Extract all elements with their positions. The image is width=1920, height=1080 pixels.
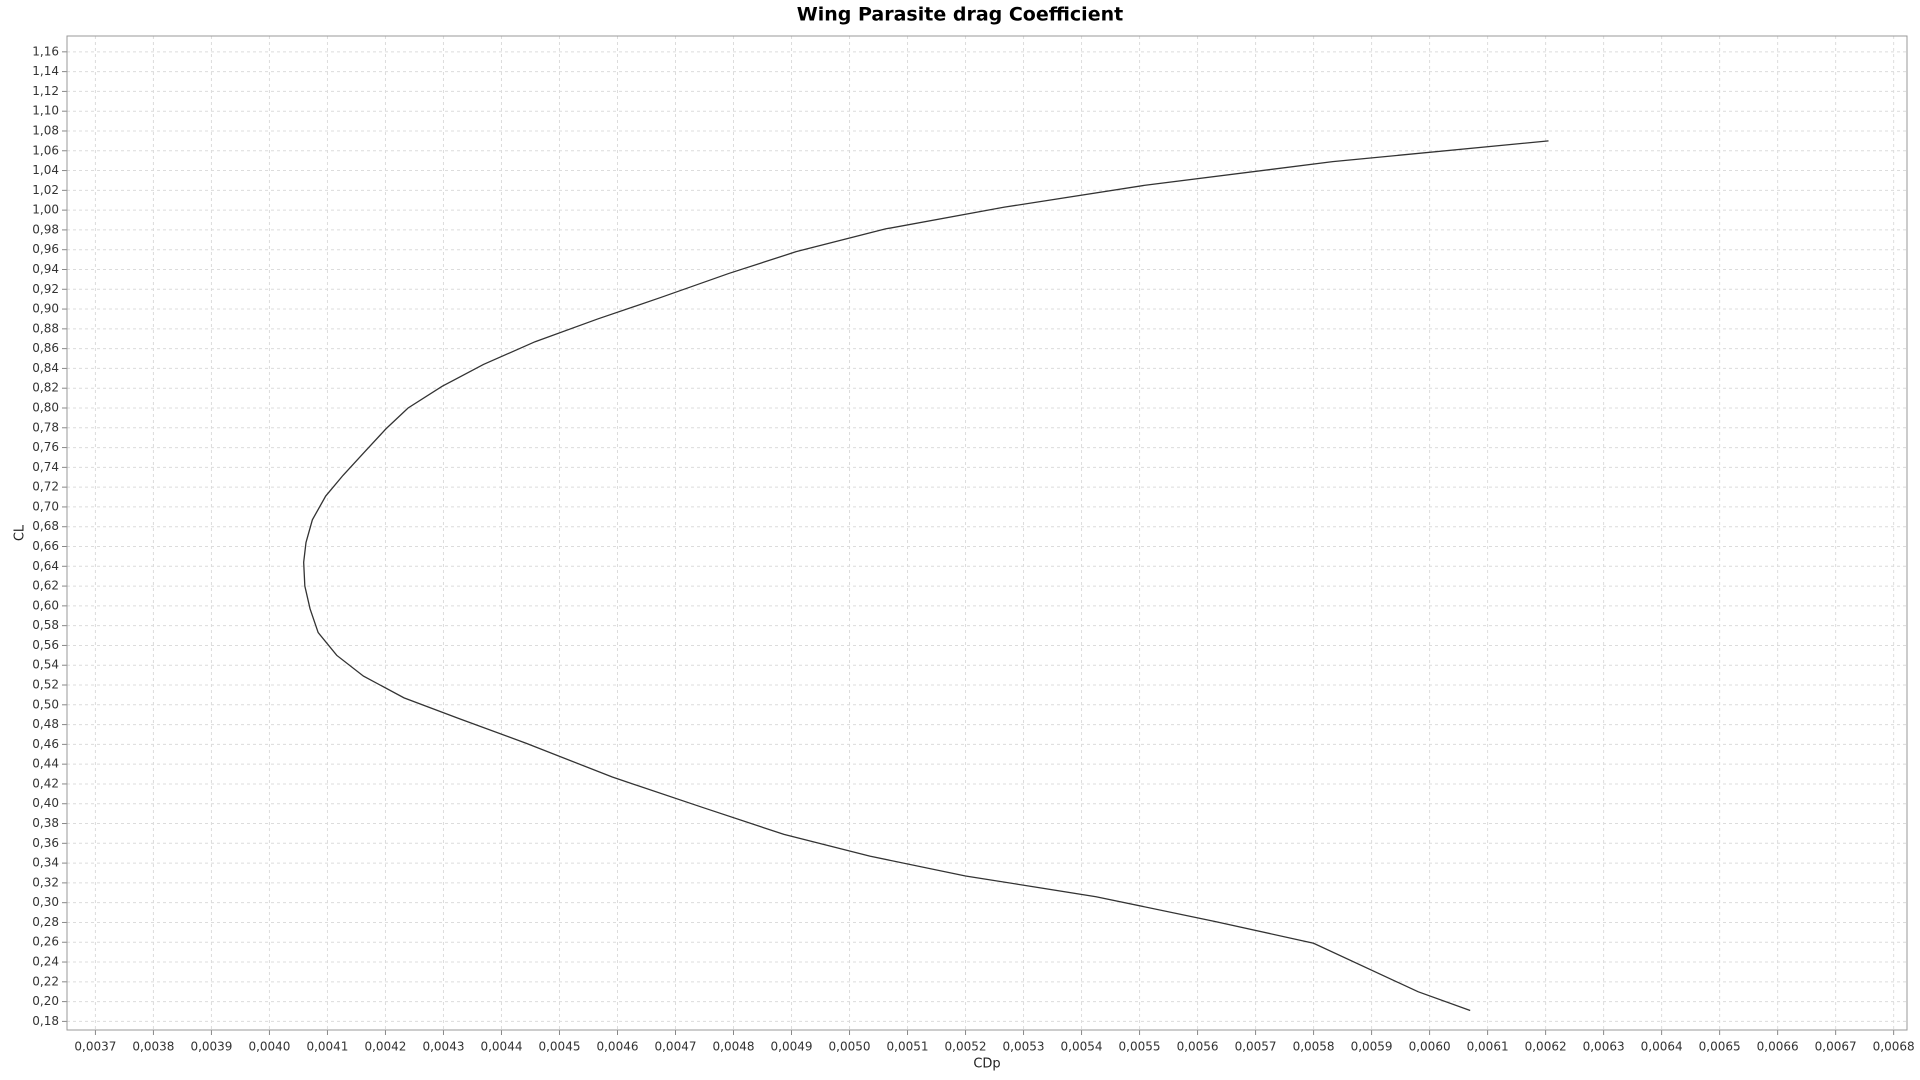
y-tick-label: 0,72: [32, 480, 59, 494]
x-tick-label: 0,0063: [1583, 1040, 1625, 1054]
x-tick-label: 0,0059: [1351, 1040, 1393, 1054]
y-tick-label: 0,38: [32, 816, 59, 830]
x-tick-label: 0,0060: [1409, 1040, 1451, 1054]
x-tick-label: 0,0043: [422, 1040, 464, 1054]
y-tick-label: 0,18: [32, 1014, 59, 1028]
y-tick-label: 0,76: [32, 440, 59, 454]
y-tick-label: 1,04: [32, 163, 59, 177]
x-tick-label: 0,0052: [945, 1040, 987, 1054]
x-tick-label: 0,0047: [654, 1040, 696, 1054]
y-tick-label: 0,26: [32, 935, 59, 949]
y-tick-label: 0,50: [32, 697, 59, 711]
y-tick-label: 0,20: [32, 994, 59, 1008]
y-tick-label: 0,96: [32, 242, 59, 256]
plot-area: [66, 35, 1908, 1031]
y-tick-label: 0,52: [32, 678, 59, 692]
y-tick-label: 0,90: [32, 302, 59, 316]
y-tick-label: 0,88: [32, 321, 59, 335]
y-tick-label: 0,94: [32, 262, 59, 276]
y-tick-label: 0,54: [32, 658, 59, 672]
x-tick-label: 0,0064: [1641, 1040, 1683, 1054]
y-tick-label: 0,30: [32, 895, 59, 909]
y-tick-label: 0,92: [32, 282, 59, 296]
y-tick-label: 0,34: [32, 856, 59, 870]
data-line: [303, 140, 1549, 1012]
y-tick-label: 0,56: [32, 638, 59, 652]
y-tick-label: 0,60: [32, 598, 59, 612]
y-tick-label: 1,16: [32, 44, 59, 58]
x-tick-label: 0,0061: [1467, 1040, 1509, 1054]
x-tick-label: 0,0046: [596, 1040, 638, 1054]
y-tick-label: 0,64: [32, 559, 59, 573]
x-tick-label: 0,0049: [771, 1040, 813, 1054]
x-tick-label: 0,0056: [1177, 1040, 1219, 1054]
y-tick-label: 1,12: [32, 84, 59, 98]
x-tick-label: 0,0065: [1699, 1040, 1741, 1054]
y-tick-label: 0,36: [32, 836, 59, 850]
y-tick-label: 0,66: [32, 539, 59, 553]
y-tick-label: 0,44: [32, 757, 59, 771]
y-tick-label: 0,62: [32, 579, 59, 593]
x-tick-label: 0,0053: [1003, 1040, 1045, 1054]
y-tick-label: 0,32: [32, 875, 59, 889]
x-tick-label: 0,0066: [1757, 1040, 1799, 1054]
y-tick-label: 0,22: [32, 974, 59, 988]
x-tick-label: 0,0039: [190, 1040, 232, 1054]
x-tick-label: 0,0044: [480, 1040, 522, 1054]
y-tick-label: 1,00: [32, 203, 59, 217]
y-tick-label: 1,06: [32, 143, 59, 157]
chart-title: Wing Parasite drag Coefficient: [797, 4, 1123, 26]
x-tick-label: 0,0037: [74, 1040, 116, 1054]
x-tick-label: 0,0042: [364, 1040, 406, 1054]
x-tick-label: 0,0040: [248, 1040, 290, 1054]
x-tick-label: 0,0057: [1235, 1040, 1277, 1054]
y-tick-label: 0,86: [32, 341, 59, 355]
y-tick-label: 0,58: [32, 618, 59, 632]
x-tick-label: 0,0068: [1873, 1040, 1915, 1054]
x-tick-label: 0,0058: [1293, 1040, 1335, 1054]
x-tick-label: 0,0051: [887, 1040, 929, 1054]
y-tick-label: 0,74: [32, 460, 59, 474]
y-tick-label: 0,84: [32, 361, 59, 375]
x-tick-label: 0,0062: [1525, 1040, 1567, 1054]
y-axis-label: CL: [13, 524, 28, 541]
x-tick-label: 0,0045: [538, 1040, 580, 1054]
x-axis-label: CDp: [973, 1057, 1000, 1072]
x-tick-label: 0,0048: [713, 1040, 755, 1054]
x-tick-label: 0,0054: [1061, 1040, 1103, 1054]
y-tick-label: 0,28: [32, 915, 59, 929]
y-tick-label: 0,68: [32, 519, 59, 533]
y-tick-label: 1,02: [32, 183, 59, 197]
y-tick-label: 0,80: [32, 400, 59, 414]
y-tick-label: 0,70: [32, 499, 59, 513]
x-tick-label: 0,0055: [1119, 1040, 1161, 1054]
y-tick-label: 0,24: [32, 955, 59, 969]
x-tick-label: 0,0067: [1815, 1040, 1857, 1054]
y-tick-label: 0,40: [32, 796, 59, 810]
y-tick-label: 1,14: [32, 64, 59, 78]
y-tick-label: 0,98: [32, 222, 59, 236]
y-tick-label: 0,42: [32, 776, 59, 790]
x-tick-label: 0,0041: [306, 1040, 348, 1054]
y-tick-label: 0,78: [32, 420, 59, 434]
x-tick-label: 0,0038: [132, 1040, 174, 1054]
x-tick-label: 0,0050: [829, 1040, 871, 1054]
y-tick-label: 0,46: [32, 737, 59, 751]
y-tick-label: 1,10: [32, 104, 59, 118]
y-tick-label: 0,48: [32, 717, 59, 731]
y-tick-label: 1,08: [32, 123, 59, 137]
y-tick-label: 0,82: [32, 381, 59, 395]
